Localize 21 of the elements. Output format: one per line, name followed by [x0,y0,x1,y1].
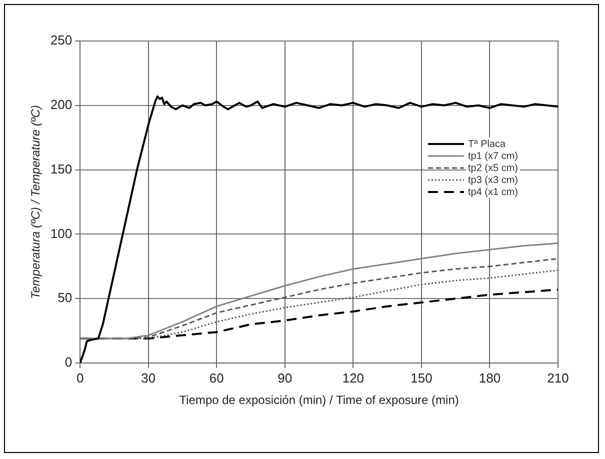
legend-label: Tª Placa [468,138,506,150]
legend-label: tp1 (x7 cm) [468,150,518,162]
legend-label: tp3 (x3 cm) [468,174,518,186]
y-tick-label: 200 [50,96,72,112]
x-tick-label: 60 [209,370,224,386]
legend-label: tp2 (x5 cm) [468,162,518,174]
y-tick-label: 50 [58,290,72,306]
legend-label: tp4 (x1 cm) [468,186,518,198]
y-tick-label: 0 [64,354,72,370]
x-tick-label: 210 [547,370,569,386]
x-tick-label: 30 [141,370,156,386]
x-tick-label: 0 [76,370,84,386]
x-axis-title: Tiempo de exposición (min) / Time of exposure (min) [179,393,459,408]
y-tick-label: 150 [50,161,72,176]
y-tick-label: 100 [50,226,72,241]
x-tick-label: 90 [278,370,292,386]
x-tick-label: 150 [410,370,432,386]
x-tick-label: 120 [342,370,364,386]
x-tick-label: 180 [478,370,501,386]
y-axis-title: Temperatura (ºC) / Temperature (ºC) [28,105,43,299]
y-tick-label: 250 [50,32,72,48]
